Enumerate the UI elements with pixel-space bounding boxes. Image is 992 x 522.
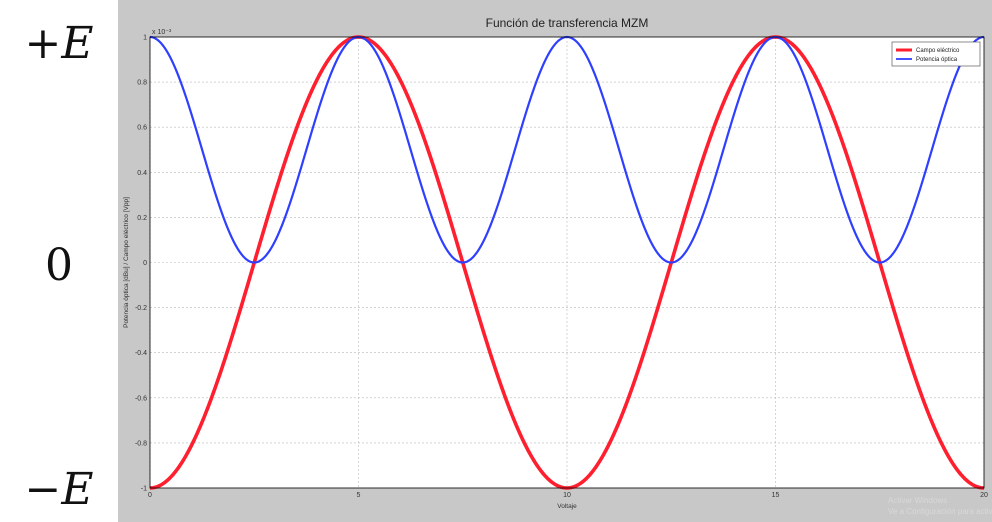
x-tick-label: 15: [772, 492, 780, 499]
y-tick-label: 0.8: [137, 80, 147, 87]
y-tick-label: -0.8: [135, 440, 147, 447]
label-zero: 0: [45, 240, 73, 291]
x-axis-label: Voltaje: [557, 503, 577, 510]
y-tick-label: 0: [143, 260, 147, 267]
y-tick-label: -1: [141, 486, 147, 493]
y-axis-label: Potencia óptica [dBu] / Campo eléctrico …: [123, 197, 130, 328]
watermark-line-2: Ve a Configuración para activar: [888, 507, 992, 516]
y-tick-label: 0.4: [137, 170, 147, 177]
x-tick-label: 20: [980, 492, 988, 499]
label-minus-e: −E: [24, 464, 94, 515]
x-tick-label: 5: [357, 492, 361, 499]
legend-box: [891, 41, 981, 67]
label-plus-e: +E: [24, 18, 94, 69]
y-tick-label: -0.2: [135, 305, 147, 312]
y-tick-label: 0.2: [137, 215, 147, 222]
legend-label: Potencia óptica: [916, 57, 958, 63]
chart-title: Función de transferencia MZM: [486, 16, 649, 30]
legend: Campo eléctrico Potencia óptica: [891, 41, 981, 67]
legend-label: Campo eléctrico: [916, 48, 960, 54]
y-tick-label: 1: [143, 35, 147, 42]
figure-window: -1 -0.8 -0.6 -0.4 -0.2 0 0.2 0.4 0.6 0.8 1 0 5 10 15 20…: [118, 0, 992, 522]
y-exponent-label: x 10⁻³: [152, 29, 172, 36]
x-tick-label: 10: [563, 492, 571, 499]
plot-frame: [149, 36, 985, 489]
mzm-transfer-chart: -1-0.8-0.6-0.4-0.200.20.40.60.810 5 10 15 20…: [118, 0, 992, 522]
x-tick-label: 0: [148, 492, 152, 499]
y-tick-label: 0.6: [137, 125, 147, 132]
y-tick-label: -0.6: [135, 395, 147, 402]
watermark-line-1: Activar Windows: [888, 496, 947, 505]
y-tick-label: -0.4: [135, 350, 147, 357]
tick-labels: -1-0.8-0.6-0.4-0.200.20.40.60.810 5 10 15 20: [135, 35, 988, 500]
